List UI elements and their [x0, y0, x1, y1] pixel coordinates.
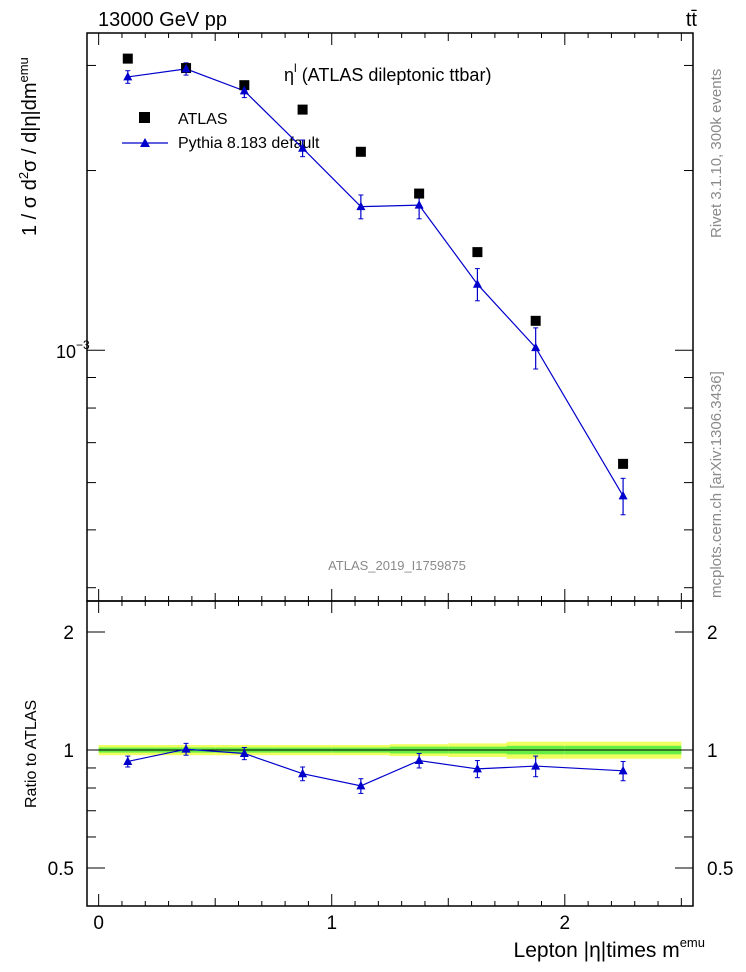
- rivet-label: Rivet 3.1.10, 300k events: [708, 69, 725, 238]
- pythia-data-point: [618, 490, 628, 500]
- title-main: η: [284, 65, 294, 85]
- source-label: mcplots.cern.ch [arXiv:1306.3436]: [708, 371, 725, 598]
- legend-pythia-marker: [140, 138, 150, 147]
- ratio-data-point: [181, 744, 191, 753]
- atlas-data-point: [239, 80, 250, 91]
- ylabel-sup-1: 2: [16, 172, 31, 179]
- ratio-data-point: [298, 768, 308, 778]
- xtick-labels: 0 1 2: [93, 913, 570, 934]
- xlabel-main: Lepton |η|times m: [514, 939, 680, 962]
- ratio-ytick-label-right: 2: [707, 623, 718, 644]
- ratio-data-point: [123, 756, 133, 765]
- atlas-data-point: [122, 53, 133, 64]
- ratio-series: [123, 742, 628, 794]
- atlas-data-point: [530, 315, 541, 326]
- ratio-frame: [86, 600, 694, 907]
- ratio-data-point: [356, 780, 366, 790]
- ratio-ytick-label-right: 1: [707, 741, 718, 762]
- ylabel-part-1: 1 / σ d: [19, 179, 41, 236]
- ratio-data-point: [618, 765, 628, 775]
- pythia-data-point: [472, 279, 482, 288]
- ratio-data-point: [414, 755, 424, 765]
- energy-label: 13000 GeV pp: [98, 9, 227, 31]
- ratio-ytick-label-right: 0.5: [707, 859, 733, 880]
- main-series: [122, 53, 629, 516]
- ratio-data-point: [531, 761, 541, 770]
- main-ylabel: 1 / σ d2σ / d|η|dmemu: [16, 57, 41, 236]
- main-ytick-labels: 10−310−2: [56, 338, 90, 362]
- title-rest: (ATLAS dileptonic ttbar): [297, 65, 492, 85]
- atlas-data-point: [355, 146, 366, 157]
- ratio-data-point: [239, 748, 249, 757]
- pythia-data-point: [239, 85, 249, 95]
- main-panel: 10−310−2 1 / σ d2σ / d|η|dmemu ηl (ATLAS…: [16, 32, 694, 602]
- ytick-exponent: −3: [76, 338, 90, 352]
- chart-title: ηl (ATLAS dileptonic ttbar): [284, 61, 491, 85]
- ratio-ytick-label-left: 1: [63, 741, 74, 762]
- legend-atlas-label: ATLAS: [178, 111, 228, 128]
- pythia-line: [127, 68, 624, 497]
- atlas-data-point: [414, 188, 425, 199]
- pythia-data-point: [414, 200, 424, 209]
- pythia-data-point: [531, 342, 541, 352]
- ratio-axis-ticks: [87, 601, 693, 907]
- main-ytick-label: 10−3: [56, 338, 90, 362]
- ylabel-part-2: σ / d|η|dm: [19, 83, 41, 172]
- atlas-data-point: [618, 458, 629, 469]
- ratio-ytick-labels: 0.5 0.5 1 1 2 2: [48, 623, 734, 880]
- ratio-ytick-label-left: 2: [63, 623, 74, 644]
- ratio-panel: 0.5 0.5 1 1 2 2 0 1 2 Ratio to ATLAS Lepton |η|…: [23, 600, 734, 962]
- xtick-label: 0: [93, 913, 104, 934]
- legend-pythia-label: Pythia 8.183 default: [178, 135, 320, 152]
- ratio-data-point: [472, 763, 482, 773]
- ytick-base: 10: [56, 342, 76, 362]
- legend-atlas-marker: [139, 112, 150, 123]
- pythia-data-point: [298, 143, 308, 152]
- atlas-data-point: [472, 247, 483, 258]
- ratio-ytick-label-left: 0.5: [48, 859, 74, 880]
- main-axis-ticks: [87, 33, 693, 601]
- ylabel-sup-2: emu: [16, 57, 31, 82]
- xlabel-sup: emu: [680, 935, 705, 950]
- ratio-ylabel: Ratio to ATLAS: [23, 700, 40, 808]
- xlabel: Lepton |η|times memu: [514, 935, 705, 962]
- pythia-data-point: [123, 71, 133, 81]
- xtick-label: 2: [560, 913, 571, 934]
- process-label: tt̄: [686, 9, 698, 31]
- title-sup: l: [294, 61, 297, 75]
- xtick-label: 1: [326, 913, 337, 934]
- pythia-data-point: [356, 201, 366, 211]
- legend: ATLAS Pythia 8.183 default: [122, 111, 320, 152]
- pythia-data-point: [181, 63, 191, 73]
- atlas-data-point: [297, 104, 308, 115]
- analysis-watermark: ATLAS_2019_I1759875: [328, 558, 466, 573]
